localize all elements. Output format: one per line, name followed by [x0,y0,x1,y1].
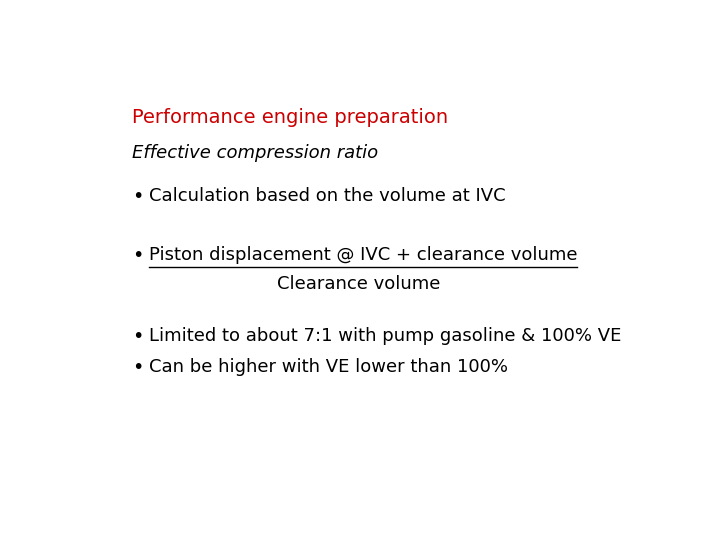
Text: Clearance volume: Clearance volume [277,275,441,293]
Text: Calculation based on the volume at IVC: Calculation based on the volume at IVC [148,187,505,205]
Text: •: • [132,187,143,206]
Text: Can be higher with VE lower than 100%: Can be higher with VE lower than 100% [148,358,508,376]
Text: •: • [132,246,143,265]
Text: •: • [132,327,143,346]
Text: •: • [132,358,143,377]
Text: Limited to about 7:1 with pump gasoline & 100% VE: Limited to about 7:1 with pump gasoline … [148,327,621,345]
Text: Performance engine preparation: Performance engine preparation [132,109,448,127]
Text: Piston displacement @ IVC + clearance volume: Piston displacement @ IVC + clearance vo… [148,246,577,264]
Text: Effective compression ratio: Effective compression ratio [132,144,378,162]
